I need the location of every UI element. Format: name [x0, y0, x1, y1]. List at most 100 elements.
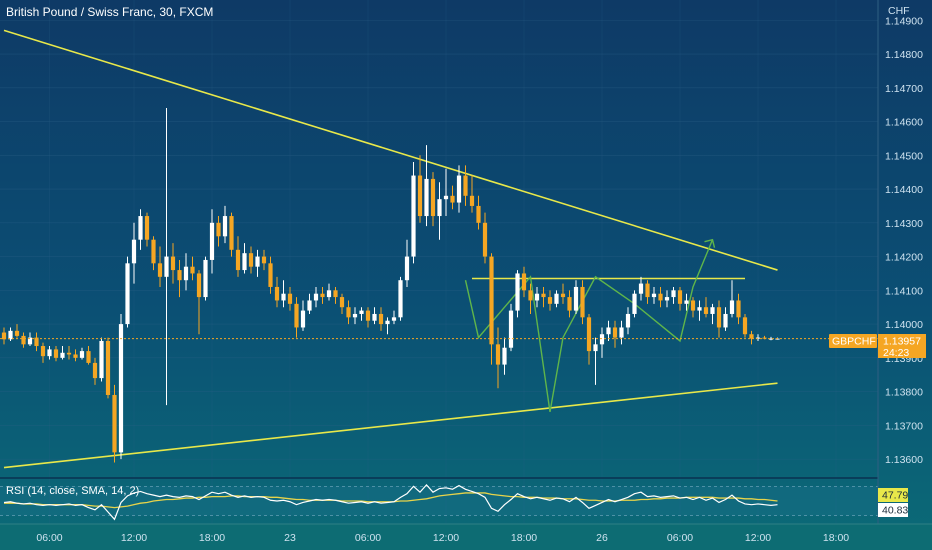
candle-body[interactable] [138, 216, 143, 240]
candle-body[interactable] [391, 317, 397, 321]
candle-body[interactable] [209, 222, 215, 260]
candle-body[interactable] [183, 266, 189, 281]
candle-body[interactable] [320, 293, 325, 298]
candle-body[interactable] [346, 307, 351, 318]
candle-body[interactable] [612, 327, 618, 338]
candle-body[interactable] [118, 324, 124, 453]
candle-body[interactable] [645, 283, 650, 298]
candle-body[interactable] [593, 344, 598, 352]
candle-body[interactable] [664, 297, 670, 301]
candle-body[interactable] [450, 195, 455, 203]
rsi-line[interactable] [3, 483, 778, 521]
candle-body[interactable] [281, 293, 286, 301]
candle-body[interactable] [385, 320, 390, 325]
upper-trendline[interactable] [3, 29, 778, 271]
candle-body[interactable] [534, 293, 540, 301]
candle-body[interactable] [307, 300, 312, 311]
candle-body[interactable] [411, 175, 416, 257]
candle-body[interactable] [34, 337, 39, 347]
candle-body[interactable] [736, 300, 741, 318]
candle-body[interactable] [170, 256, 176, 271]
candle-body[interactable] [658, 293, 663, 301]
candle-body[interactable] [430, 178, 436, 217]
candle-body[interactable] [508, 310, 514, 348]
candle-body[interactable] [768, 338, 774, 340]
candle-body[interactable] [716, 307, 722, 328]
candle-body[interactable] [151, 239, 156, 264]
candle-body[interactable] [86, 351, 91, 363]
candle-body[interactable] [684, 300, 689, 304]
candle-body[interactable] [242, 253, 247, 271]
candle-body[interactable] [671, 290, 676, 298]
candle-body[interactable] [638, 283, 644, 294]
candle-body[interactable] [112, 394, 117, 453]
candle-body[interactable] [580, 286, 585, 318]
candle-body[interactable] [378, 313, 384, 325]
harmonic-pattern[interactable] [464, 238, 716, 412]
candle-body[interactable] [125, 263, 130, 325]
candle-body[interactable] [333, 290, 338, 298]
candle-body[interactable] [261, 256, 267, 264]
candle-body[interactable] [157, 263, 163, 277]
candle-body[interactable] [105, 340, 111, 395]
price-axis[interactable]: 1.14900 1.14800 1.14700 1.14600 1.14500 1.144… [885, 15, 923, 466]
candle-body[interactable] [203, 259, 208, 298]
candle-body[interactable] [235, 249, 241, 271]
candle-body[interactable] [177, 270, 182, 281]
candle-body[interactable] [651, 293, 657, 298]
candle-body[interactable] [21, 335, 26, 345]
candle-body[interactable] [359, 310, 364, 314]
candle-body[interactable] [723, 313, 728, 328]
candle-body[interactable] [255, 256, 260, 267]
candle-body[interactable] [567, 297, 572, 311]
candle-body[interactable] [619, 327, 624, 338]
candle-body[interactable] [762, 337, 767, 339]
candle-body[interactable] [40, 346, 46, 357]
candle-body[interactable] [586, 317, 592, 352]
candle-body[interactable] [99, 340, 104, 379]
lower-trendline[interactable] [3, 382, 778, 469]
candle-body[interactable] [14, 330, 20, 336]
candle-body[interactable] [521, 273, 527, 291]
candle-body[interactable] [437, 199, 442, 217]
candle-body[interactable] [47, 349, 52, 357]
candle-body[interactable] [365, 310, 371, 321]
candle-body[interactable] [164, 256, 169, 277]
candle-body[interactable] [547, 297, 553, 304]
candle-body[interactable] [144, 216, 150, 240]
candle-body[interactable] [443, 195, 449, 200]
candle-body[interactable] [606, 327, 611, 335]
candle-body[interactable] [541, 293, 546, 298]
candle-body[interactable] [274, 286, 280, 301]
candlestick-series[interactable] [1, 108, 780, 463]
candle-body[interactable] [229, 216, 234, 250]
rsi-pane[interactable] [0, 483, 878, 521]
candle-body[interactable] [729, 300, 735, 314]
candle-body[interactable] [92, 362, 98, 379]
candle-body[interactable] [742, 317, 748, 335]
candle-body[interactable] [625, 313, 631, 328]
candle-body[interactable] [222, 216, 228, 237]
candle-body[interactable] [554, 293, 559, 304]
candle-body[interactable] [326, 290, 332, 298]
candle-body[interactable] [352, 313, 358, 318]
candle-body[interactable] [216, 222, 221, 237]
candle-body[interactable] [417, 175, 423, 217]
candle-body[interactable] [690, 300, 696, 311]
candle-body[interactable] [404, 256, 410, 281]
candle-body[interactable] [697, 307, 702, 311]
candle-body[interactable] [573, 286, 579, 311]
candle-body[interactable] [424, 178, 429, 217]
candle-body[interactable] [248, 253, 254, 267]
candle-body[interactable] [476, 205, 481, 223]
candle-body[interactable] [677, 290, 683, 304]
candle-body[interactable] [398, 280, 403, 318]
candle-body[interactable] [60, 352, 65, 358]
candle-body[interactable] [560, 293, 566, 298]
candle-body[interactable] [268, 263, 273, 287]
pattern-polyline[interactable] [464, 239, 714, 412]
candle-body[interactable] [528, 290, 533, 301]
candle-body[interactable] [339, 297, 345, 308]
candle-body[interactable] [463, 175, 468, 196]
